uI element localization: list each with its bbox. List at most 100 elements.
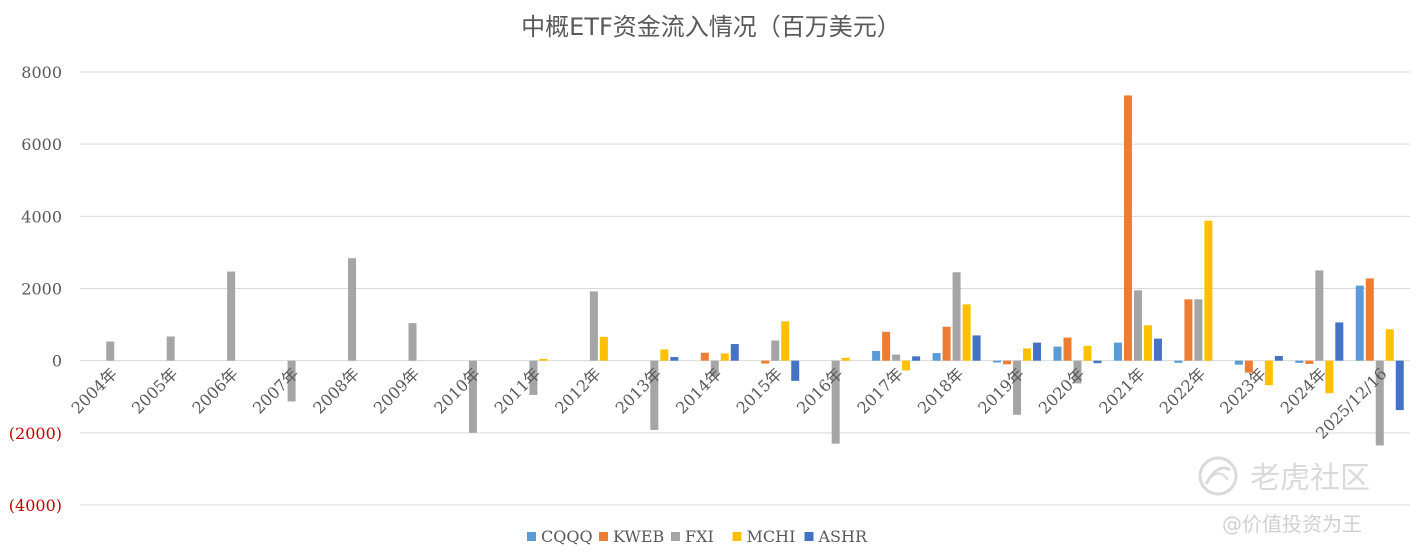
bar-kweb-15 [1003,360,1012,365]
bar-fxi-18 [1194,299,1203,361]
bar-fxi-11 [771,340,780,361]
legend-swatch-mchi [732,532,742,541]
bar-cqqq-19 [1234,360,1243,365]
bar-mchi-9 [660,349,669,361]
bar-fxi-10 [710,360,719,377]
bar-fxi-16 [1073,360,1082,384]
x-tick-label: 2024年 [1277,364,1331,418]
bar-cqqq-18 [1174,360,1183,363]
legend-label-cqqq: CQQQ [541,527,593,546]
legend-label-mchi: MCHI [747,527,796,546]
bar-mchi-7 [539,358,548,361]
legend-swatch-cqqq [527,532,536,541]
x-tick-label: 2018年 [914,364,968,418]
x-axis-ticks: 2004年 2005年 2006年 2007年 2008年 2009年 2010年 2011年… [68,364,1391,443]
bar-cqqq-16 [1053,346,1062,361]
bar-mchi-21 [1385,329,1394,361]
bar-kweb-13 [882,331,891,361]
legend-swatch-fxi [671,532,680,541]
bar-kweb-20 [1305,360,1314,364]
y-tick-label: 2000 [21,280,62,299]
bar-ashr-21 [1395,360,1404,411]
tiger-logo-icon [1198,456,1238,496]
bar-mchi-17 [1143,325,1152,361]
y-tick-label: (4000) [9,496,62,515]
x-tick-label: 2004年 [68,364,122,418]
bar-kweb-17 [1123,95,1132,361]
bar-fxi-20 [1315,270,1324,361]
bar-kweb-19 [1244,360,1253,373]
bar-mchi-20 [1325,360,1334,394]
bar-fxi-9 [650,360,659,430]
legend-swatch-ashr [804,532,814,541]
y-tick-label: 6000 [21,135,62,154]
bar-cqqq-14 [932,353,941,361]
bar-mchi-16 [1083,345,1092,361]
x-tick-label: 2012年 [551,364,605,418]
x-tick-label: 2017年 [853,364,907,418]
bar-mchi-8 [599,336,608,361]
y-tick-label: 4000 [21,207,62,226]
bar-cqqq-13 [872,350,881,361]
bar-ashr-15 [1033,342,1042,361]
bar-ashr-14 [972,335,981,361]
gridlines [80,71,1410,506]
bar-fxi-15 [1013,360,1022,415]
bar-mchi-19 [1264,360,1273,386]
bar-fxi-12 [831,360,840,444]
legend-label-fxi: FXI [685,527,714,546]
x-tick-label: 2020年 [1035,364,1089,418]
watermark-subtext: @价值投资为王 [1222,512,1362,536]
bar-fxi-21 [1375,360,1384,446]
bar-mchi-14 [962,304,971,361]
x-tick-label: 2023年 [1216,364,1270,418]
bar-mchi-11 [781,321,790,361]
x-tick-label: 2008年 [309,364,363,418]
x-tick-label: 2009年 [370,364,424,418]
bar-ashr-13 [912,356,921,361]
bar-fxi-17 [1133,290,1142,361]
watermark-text: 老虎社区 [1250,461,1370,496]
y-tick-label: 8000 [21,63,62,82]
bar-kweb-14 [942,326,951,361]
bar-fxi-14 [952,272,961,361]
bar-kweb-10 [700,352,709,361]
bar-kweb-11 [761,360,770,364]
bar-kweb-18 [1184,299,1193,361]
bar-fxi-6 [468,360,477,433]
bar-fxi-5 [408,323,417,361]
y-axis-ticks: 8000 6000 4000 2000 0 (2000) (4000) [9,63,62,515]
bar-mchi-18 [1204,220,1213,361]
bar-fxi-13 [892,354,901,361]
x-tick-label: 2006年 [188,364,242,418]
y-tick-label: 0 [52,352,62,371]
bar-mchi-13 [902,360,911,371]
bar-ashr-10 [730,344,739,361]
bar-fxi-2 [227,271,236,361]
bar-ashr-20 [1335,322,1344,361]
watermark: 老虎社区 @价值投资为王 [1198,456,1370,536]
x-tick-label: 2021年 [1095,364,1149,418]
legend-label-ashr: ASHR [818,527,868,546]
bar-ashr-19 [1274,355,1283,361]
bar-kweb-16 [1063,337,1072,361]
bar-cqqq-20 [1295,360,1304,363]
bars [106,95,1404,446]
bar-mchi-10 [720,353,729,361]
x-tick-label: 2022年 [1156,364,1210,418]
x-tick-label: 2005年 [128,364,182,418]
bar-fxi-7 [529,360,538,395]
bar-ashr-17 [1153,338,1162,361]
bar-ashr-16 [1093,360,1102,364]
bar-mchi-15 [1023,348,1032,361]
bar-ashr-9 [670,357,679,361]
bar-ashr-11 [791,360,800,381]
chart-title: 中概ETF资金流入情况（百万美元） [521,13,901,41]
bar-kweb-21 [1365,278,1374,361]
legend-swatch-kweb [599,532,608,541]
bar-mchi-12 [841,357,850,361]
bar-fxi-4 [348,258,357,361]
bar-fxi-0 [106,341,115,361]
x-tick-label: 2015年 [733,364,787,418]
